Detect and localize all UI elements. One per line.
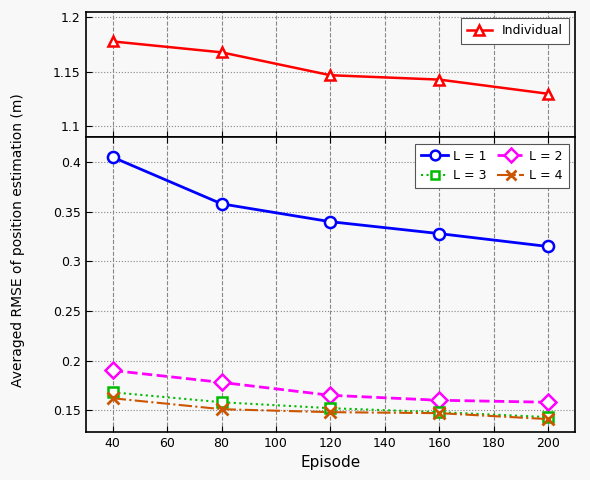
Individual [327,72,334,78]
Individual [435,77,442,83]
X-axis label: Episode: Episode [300,456,360,470]
Legend: Individual: Individual [461,18,569,44]
Individual [218,49,225,55]
Line: Individual: Individual [108,36,553,98]
Legend: L = 1, L = 3, L = 2, L = 4: L = 1, L = 3, L = 2, L = 4 [415,144,569,188]
Individual [545,91,552,96]
Individual [109,38,116,44]
Text: Averaged RMSE of position estimation (m): Averaged RMSE of position estimation (m) [11,93,25,387]
